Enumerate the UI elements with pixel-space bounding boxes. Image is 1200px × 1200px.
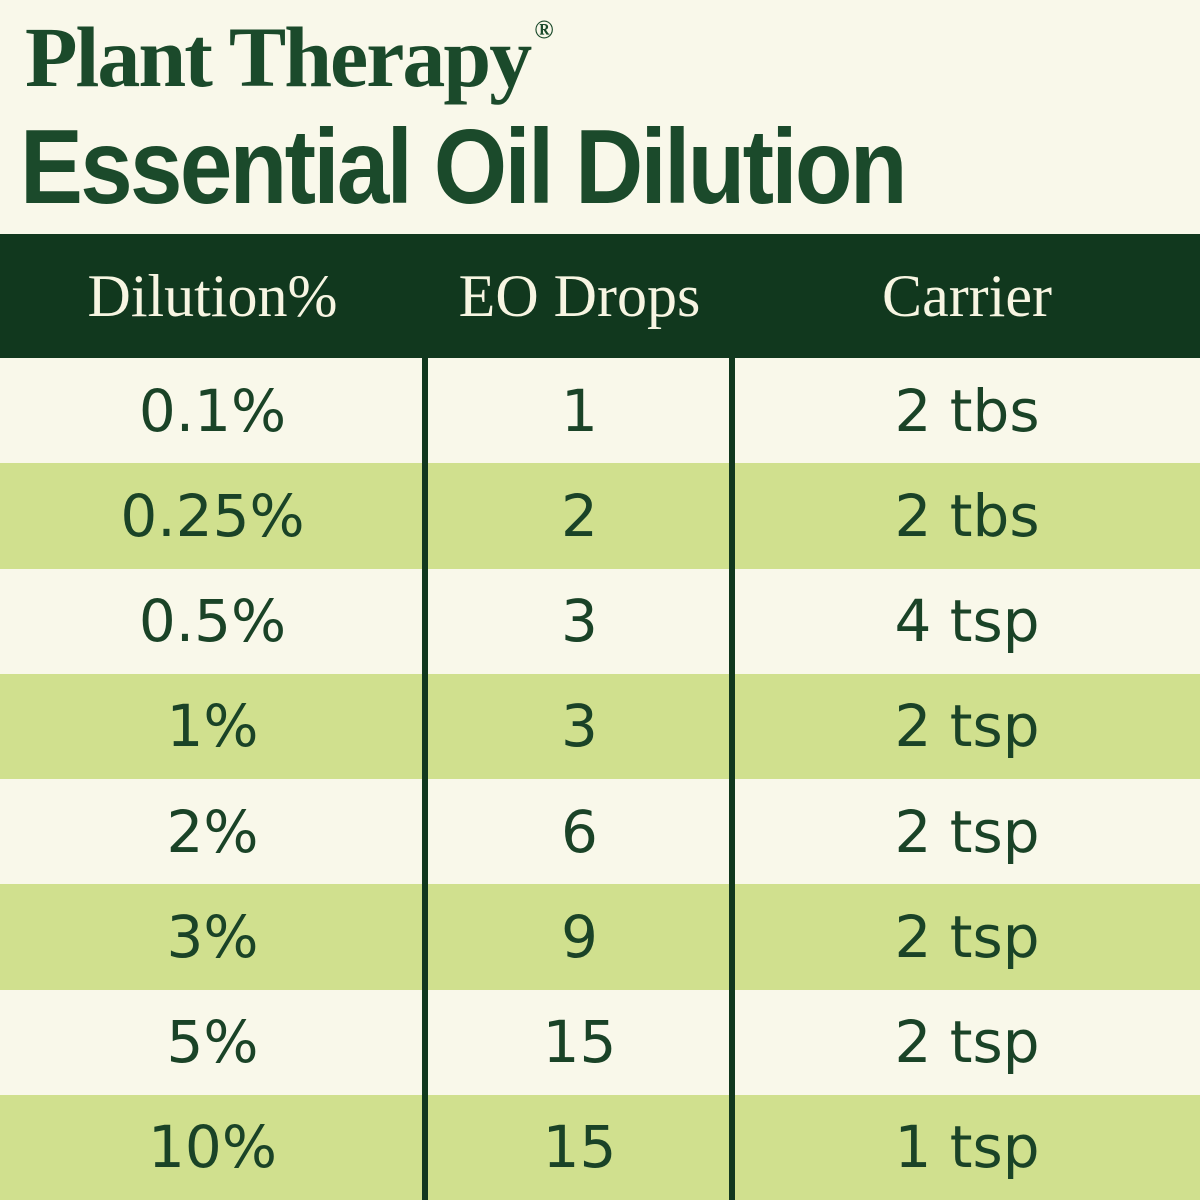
- dilution-cell: 0.5%: [138, 587, 287, 656]
- column-divider: [422, 358, 428, 1200]
- carrier-cell: 2 tsp: [894, 692, 1040, 761]
- table-row: 5% 15 2 tsp: [0, 990, 1200, 1095]
- eo-drops-cell: 15: [542, 1008, 617, 1077]
- eo-drops-cell: 3: [561, 587, 598, 656]
- dilution-cell: 2%: [166, 797, 259, 866]
- carrier-cell: 4 tsp: [894, 587, 1040, 656]
- table-body: 0.1% 1 2 tbs 0.25% 2 2 tbs 0.5% 3 4 tsp …: [0, 358, 1200, 1200]
- eo-drops-cell: 2: [561, 481, 598, 550]
- eo-drops-cell: 15: [542, 1113, 617, 1182]
- brand-logo: Plant Therapy ®: [25, 10, 554, 105]
- page-title: Essential Oil Dilution: [20, 108, 907, 226]
- column-divider: [729, 358, 735, 1200]
- dilution-cell: 0.25%: [120, 481, 305, 550]
- eo-drops-cell: 6: [561, 797, 598, 866]
- carrier-cell: 2 tsp: [894, 797, 1040, 866]
- table-row: 0.5% 3 4 tsp: [0, 569, 1200, 674]
- table-row: 10% 15 1 tsp: [0, 1094, 1200, 1200]
- carrier-cell: 2 tbs: [894, 376, 1040, 445]
- carrier-cell: 1 tsp: [894, 1113, 1040, 1182]
- table-row: 3% 9 2 tsp: [0, 884, 1200, 990]
- column-header-dilution: Dilution%: [87, 262, 338, 329]
- brand-name: Plant Therapy: [25, 9, 532, 105]
- table-row: 0.1% 1 2 tbs: [0, 358, 1200, 463]
- registered-trademark-icon: ®: [534, 15, 554, 44]
- dilution-cell: 0.1%: [138, 376, 287, 445]
- dilution-cell: 1%: [166, 692, 259, 761]
- table-row: 1% 3 2 tsp: [0, 673, 1200, 779]
- eo-drops-cell: 9: [561, 902, 598, 971]
- dilution-cell: 3%: [166, 902, 259, 971]
- carrier-cell: 2 tbs: [894, 481, 1040, 550]
- column-header-carrier: Carrier: [882, 262, 1052, 329]
- carrier-cell: 2 tsp: [894, 1008, 1040, 1077]
- eo-drops-cell: 1: [561, 376, 598, 445]
- dilution-cell: 10%: [148, 1113, 277, 1182]
- carrier-cell: 2 tsp: [894, 902, 1040, 971]
- eo-drops-cell: 3: [561, 692, 598, 761]
- table-row: 2% 6 2 tsp: [0, 779, 1200, 884]
- table-header-row: Dilution% EO Drops Carrier: [0, 234, 1200, 358]
- table-row: 0.25% 2 2 tbs: [0, 463, 1200, 569]
- dilution-cell: 5%: [166, 1008, 259, 1077]
- column-header-eo-drops: EO Drops: [458, 262, 701, 329]
